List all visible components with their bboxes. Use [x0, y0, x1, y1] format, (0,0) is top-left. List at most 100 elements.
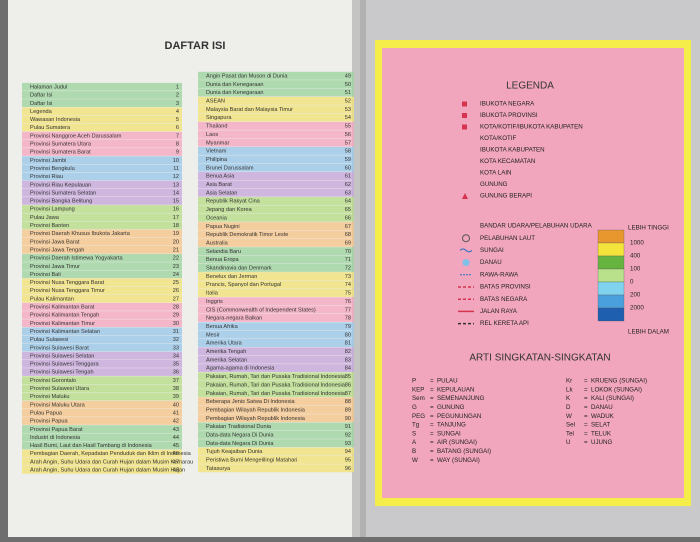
- toc-page: 80: [345, 332, 351, 338]
- toc-row: [198, 88, 354, 97]
- toc-entry: Arah Angin, Suhu Udara dan Curah Hujan d…: [30, 459, 193, 465]
- toc-row: [22, 188, 182, 197]
- scale-band: [597, 242, 625, 257]
- toc-page: 75: [345, 291, 351, 297]
- legend-feature-label: DANAU: [480, 259, 502, 266]
- abbrev-sep: =: [584, 395, 588, 402]
- toc-page: 47: [173, 459, 179, 465]
- toc-entry: Brunei Darussalam: [206, 165, 254, 171]
- toc-entry: Asia Barat: [206, 182, 232, 188]
- toc-row: [22, 205, 182, 213]
- toc-page: 91: [345, 424, 351, 430]
- legend-feature-label: REL KERETA API: [480, 320, 529, 327]
- toc-row: [198, 247, 354, 256]
- toc-page: 74: [345, 282, 351, 288]
- toc-row: [198, 422, 354, 431]
- scale-value: 400: [630, 253, 641, 260]
- toc-entry: Inggris: [206, 299, 223, 305]
- toc-entry: Laos: [206, 132, 218, 138]
- toc-page: 96: [345, 466, 351, 472]
- toc-row: [22, 180, 182, 189]
- toc-entry: Asia Selatan: [206, 190, 237, 196]
- toc-page: 67: [345, 224, 351, 230]
- toc-page: 44: [173, 435, 179, 441]
- toc-row: [198, 80, 354, 89]
- toc-entry: Pembagian Daerah, Kepadatan Penduduk dan…: [30, 451, 192, 457]
- toc-row: [22, 360, 182, 368]
- abbrev-meaning: SELAT: [591, 422, 610, 429]
- toc-page: 90: [345, 416, 351, 422]
- toc-entry: Pulau Sulawesi: [30, 337, 68, 343]
- toc-row: [22, 213, 182, 222]
- abbrev-code: Sem: [412, 395, 425, 402]
- toc-row: [22, 82, 182, 91]
- toc-page: 93: [345, 441, 351, 447]
- toc-row: [198, 389, 354, 398]
- abbrev-meaning: WADUK: [591, 413, 615, 420]
- toc-entry: Negara-negara Balkan: [206, 316, 262, 322]
- toc-page: 25: [173, 280, 179, 286]
- toc-entry: Legenda: [30, 109, 53, 115]
- toc-page: 79: [345, 324, 351, 330]
- toc-entry: Provinsi Kalimantan Barat: [30, 305, 95, 311]
- toc-row: [198, 180, 354, 189]
- toc-page: 24: [173, 272, 179, 278]
- toc-page: 45: [173, 443, 179, 449]
- toc-entry: Pembagian Wilayah Republik Indonesia: [206, 416, 306, 422]
- toc-page: 3: [176, 101, 179, 107]
- abbrev-meaning: KALI (SUNGAI): [591, 395, 634, 402]
- abbrev-code: Sel: [566, 422, 575, 429]
- abbrev-meaning: SEMENANJUNG: [437, 395, 485, 402]
- toc-entry: Australia: [206, 240, 229, 246]
- toc-row: [22, 156, 182, 165]
- toc-entry: Provinsi Bengkulu: [30, 166, 75, 172]
- legend-feature-label: BATAS NEGARA: [480, 296, 528, 303]
- toc-row: [22, 376, 182, 385]
- abbrev-code: PEG: [412, 413, 425, 420]
- toc-page: 30: [173, 321, 179, 327]
- toc-row: [22, 131, 182, 140]
- toc-row: [22, 408, 182, 417]
- abbrev-meaning: BATANG (SUNGAI): [437, 448, 491, 455]
- toc-page: 39: [173, 394, 179, 400]
- toc-entry: Dunia dan Kenegaraan: [206, 82, 264, 88]
- toc-entry: Halaman Judul: [30, 84, 67, 90]
- abbrev-sep: =: [584, 430, 588, 437]
- legend-symbol-label: GUNUNG: [480, 181, 508, 188]
- toc-entry: Republik Rakyat Cina: [206, 199, 261, 205]
- toc-row: [198, 280, 354, 289]
- scale-bottom: LEBIH DALAM: [628, 329, 669, 336]
- abbrev-sep: =: [430, 430, 434, 437]
- toc-row: [198, 130, 354, 139]
- toc-entry: Agama-agama di Indonesia: [206, 366, 275, 372]
- toc-page: 6: [176, 125, 179, 131]
- toc-entry: Provinsi Papua Barat: [30, 427, 83, 433]
- toc-page: 68: [345, 232, 351, 238]
- toc-page: 43: [173, 427, 179, 433]
- legend-symbol-label: KOTA KECAMATAN: [480, 158, 535, 165]
- toc-row: [22, 164, 182, 173]
- toc-entry: Provinsi Papua: [30, 419, 69, 425]
- toc-entry: Benelux dan Jerman: [206, 274, 257, 280]
- toc-row: [198, 464, 354, 473]
- toc-entry: Pakaian, Rumah, Tari dan Pusaka Tradisio…: [206, 374, 346, 380]
- abbrev-sep: =: [584, 439, 588, 446]
- toc-row: [198, 430, 354, 439]
- toc-entry: Singapura: [206, 115, 232, 121]
- toc-entry: Benua Asia: [206, 174, 235, 180]
- toc-page: 87: [345, 391, 351, 397]
- symbol: [462, 113, 467, 118]
- toc-entry: Provinsi Kalimantan Selatan: [30, 329, 100, 335]
- toc-entry: Daftar Isi: [30, 101, 52, 107]
- toc-entry: Provinsi Jawa Barat: [30, 239, 80, 245]
- toc-page: 95: [345, 458, 351, 464]
- toc-page: 78: [345, 316, 351, 322]
- scale-band: [597, 268, 625, 283]
- toc-entry: Republik Demokratik Timor Leste: [206, 232, 288, 238]
- toc-page: 34: [173, 353, 179, 359]
- abbrev-sep: =: [584, 404, 588, 411]
- toc-page: 17: [173, 215, 179, 221]
- toc-row: [198, 172, 354, 180]
- toc-page: 92: [345, 433, 351, 439]
- abbrev-code: Tel: [566, 430, 574, 437]
